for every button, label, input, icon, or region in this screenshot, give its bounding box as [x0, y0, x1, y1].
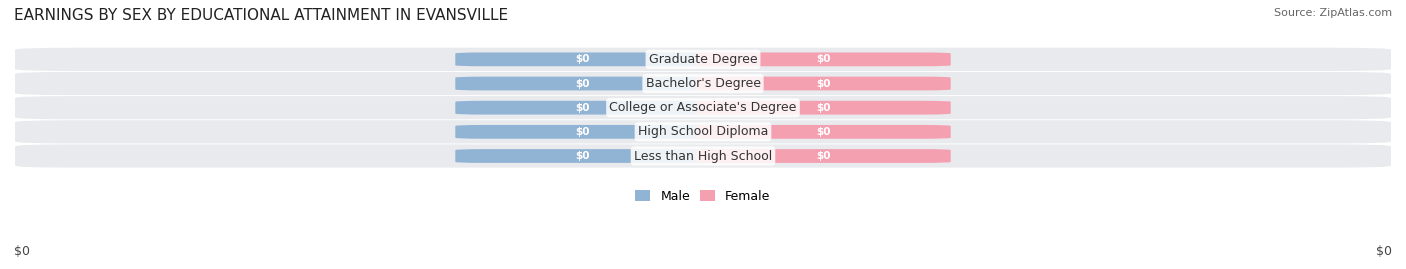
Text: $0: $0: [575, 103, 591, 113]
FancyBboxPatch shape: [15, 72, 1391, 95]
FancyBboxPatch shape: [15, 48, 1391, 71]
Text: High School Diploma: High School Diploma: [638, 125, 768, 138]
Text: $0: $0: [815, 127, 831, 137]
Legend: Male, Female: Male, Female: [630, 185, 776, 208]
Text: $0: $0: [815, 103, 831, 113]
FancyBboxPatch shape: [456, 101, 710, 115]
Text: $0: $0: [575, 54, 591, 64]
FancyBboxPatch shape: [456, 149, 710, 163]
Text: $0: $0: [815, 151, 831, 161]
FancyBboxPatch shape: [15, 144, 1391, 168]
FancyBboxPatch shape: [696, 101, 950, 115]
Text: $0: $0: [575, 79, 591, 89]
FancyBboxPatch shape: [696, 77, 950, 90]
Text: $0: $0: [1376, 245, 1392, 258]
FancyBboxPatch shape: [696, 125, 950, 139]
Text: Bachelor's Degree: Bachelor's Degree: [645, 77, 761, 90]
Text: $0: $0: [815, 79, 831, 89]
Text: $0: $0: [575, 127, 591, 137]
FancyBboxPatch shape: [696, 52, 950, 66]
FancyBboxPatch shape: [15, 120, 1391, 143]
Text: Less than High School: Less than High School: [634, 150, 772, 162]
Text: EARNINGS BY SEX BY EDUCATIONAL ATTAINMENT IN EVANSVILLE: EARNINGS BY SEX BY EDUCATIONAL ATTAINMEN…: [14, 8, 508, 23]
Text: $0: $0: [575, 151, 591, 161]
FancyBboxPatch shape: [15, 96, 1391, 119]
Text: Graduate Degree: Graduate Degree: [648, 53, 758, 66]
Text: $0: $0: [815, 54, 831, 64]
FancyBboxPatch shape: [456, 77, 710, 90]
FancyBboxPatch shape: [696, 149, 950, 163]
Text: College or Associate's Degree: College or Associate's Degree: [609, 101, 797, 114]
Text: $0: $0: [14, 245, 30, 258]
Text: Source: ZipAtlas.com: Source: ZipAtlas.com: [1274, 8, 1392, 18]
FancyBboxPatch shape: [456, 125, 710, 139]
FancyBboxPatch shape: [456, 52, 710, 66]
